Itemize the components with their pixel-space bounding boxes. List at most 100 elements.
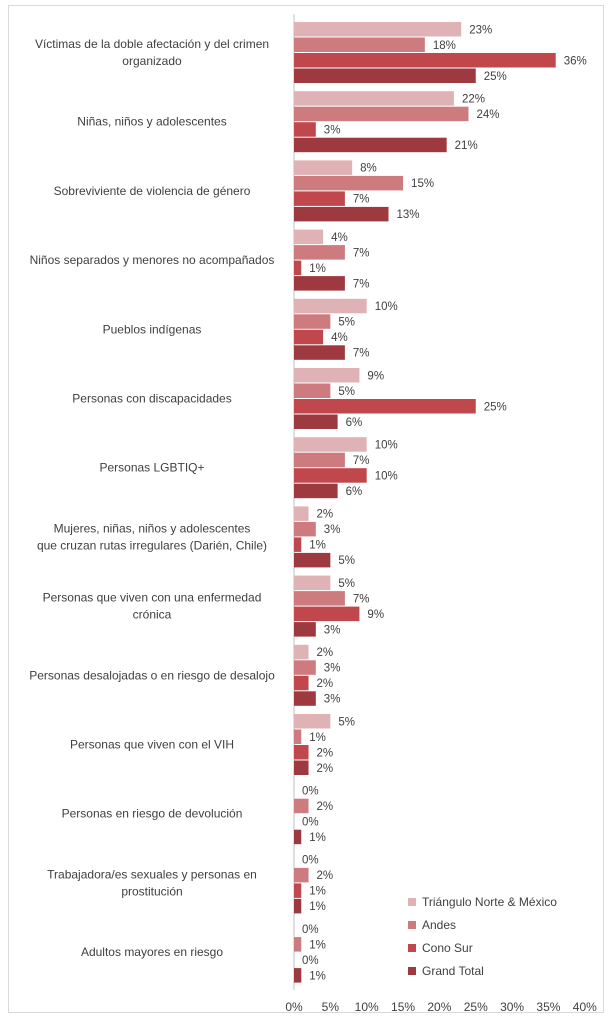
data-label: 5% xyxy=(338,578,355,590)
x-tick-label: 5% xyxy=(322,1000,340,1014)
category-label-line: Personas en riesgo de devolución xyxy=(62,807,243,821)
data-label: 2% xyxy=(317,870,334,882)
category-label: Niñas, niños y adolescentes xyxy=(77,115,226,129)
category-label: Víctimas de la doble afectación y del cr… xyxy=(35,37,269,68)
data-label: 8% xyxy=(360,163,377,175)
data-label: 0% xyxy=(302,955,319,967)
bar xyxy=(294,399,476,414)
category-label-line: Niñas, niños y adolescentes xyxy=(77,115,226,129)
data-label: 25% xyxy=(484,401,507,413)
bar xyxy=(294,521,316,537)
data-label: 10% xyxy=(375,439,398,451)
data-label: 9% xyxy=(367,370,384,382)
data-label: 7% xyxy=(353,348,370,360)
category-label-line: organizado xyxy=(122,54,182,68)
bar xyxy=(294,229,324,245)
bar xyxy=(294,898,302,914)
bar xyxy=(294,276,345,291)
bar xyxy=(294,383,331,398)
data-label: 5% xyxy=(338,555,355,567)
bar xyxy=(294,591,345,606)
bar xyxy=(294,575,331,591)
bar xyxy=(294,68,476,83)
bar xyxy=(294,483,338,499)
legend-label: Andes xyxy=(422,918,456,932)
x-tick-label: 35% xyxy=(536,1000,560,1014)
bar xyxy=(294,206,389,222)
bar xyxy=(294,53,556,68)
x-tick-label: 25% xyxy=(464,1000,488,1014)
bar xyxy=(294,798,309,814)
bar xyxy=(294,122,316,137)
bar xyxy=(294,191,345,206)
bar xyxy=(294,867,309,883)
category-label: Mujeres, niñas, niños y adolescentes que … xyxy=(37,521,267,552)
data-label: 18% xyxy=(433,40,456,52)
bar xyxy=(294,298,367,314)
x-tick-label: 15% xyxy=(391,1000,415,1014)
category-label-line: crónica xyxy=(133,608,172,622)
data-label: 2% xyxy=(317,678,334,690)
category-label-line: prostitución xyxy=(121,884,182,898)
category-label-line: Personas que viven con el VIH xyxy=(70,738,234,752)
data-label: 0% xyxy=(302,816,319,828)
data-label: 3% xyxy=(324,124,341,136)
category-label: Personas desalojadas o en riesgo de desa… xyxy=(29,668,275,682)
data-label: 1% xyxy=(309,886,326,898)
bar xyxy=(294,968,302,983)
category-label-line: Sobreviviente de violencia de género xyxy=(54,184,251,198)
bar xyxy=(294,106,469,122)
data-label: 23% xyxy=(469,24,492,36)
data-label: 5% xyxy=(338,317,355,329)
bar xyxy=(294,506,309,521)
category-label: Adultos mayores en riesgo xyxy=(81,945,223,959)
bar xyxy=(294,660,316,675)
x-tick-label: 10% xyxy=(355,1000,379,1014)
category-label-line: Mujeres, niñas, niños y adolescentes xyxy=(54,521,251,535)
data-label: 1% xyxy=(309,263,326,275)
category-label-line: Trabajadora/es sexuales y personas en xyxy=(47,867,257,881)
x-tick-label: 40% xyxy=(573,1000,597,1014)
bar xyxy=(294,675,309,691)
category-label: Trabajadora/es sexuales y personas en pro… xyxy=(47,867,257,898)
data-label: 25% xyxy=(484,71,507,83)
category-label-line: Niños separados y menores no acompañados xyxy=(30,253,275,267)
bar xyxy=(294,729,302,744)
data-label: 4% xyxy=(331,232,348,244)
data-label: 2% xyxy=(317,509,334,521)
x-tick-label: 20% xyxy=(427,1000,451,1014)
legend-label: Triángulo Norte & México xyxy=(422,895,557,909)
bar xyxy=(294,345,345,360)
bar xyxy=(294,760,309,775)
bar xyxy=(294,91,454,106)
data-label: 1% xyxy=(309,540,326,552)
data-label: 2% xyxy=(317,763,334,775)
bar xyxy=(294,329,324,345)
category-label: Personas que viven con el VIH xyxy=(70,738,234,752)
data-label: 3% xyxy=(324,624,341,636)
bar xyxy=(294,314,331,329)
category-label: Personas con discapacidades xyxy=(72,392,231,406)
x-tick-label: 30% xyxy=(500,1000,524,1014)
data-label: 22% xyxy=(462,93,485,105)
bar xyxy=(294,160,353,175)
category-label: Personas en riesgo de devolución xyxy=(62,807,243,821)
data-label: 10% xyxy=(375,470,398,482)
data-label: 5% xyxy=(338,386,355,398)
bar xyxy=(294,644,309,660)
data-label: 7% xyxy=(353,455,370,467)
data-label: 1% xyxy=(309,939,326,951)
data-label: 9% xyxy=(367,609,384,621)
bar xyxy=(294,368,360,383)
data-label: 15% xyxy=(411,178,434,190)
bar xyxy=(294,22,462,37)
legend-swatch xyxy=(408,898,416,906)
data-label: 2% xyxy=(317,647,334,659)
data-label: 4% xyxy=(331,332,348,344)
legend-swatch xyxy=(408,967,416,975)
category-label: Sobreviviente de violencia de género xyxy=(54,184,251,198)
category-label-line: Personas con discapacidades xyxy=(72,392,231,406)
category-label: Personas LGBTIQ+ xyxy=(99,461,204,475)
legend-label: Cono Sur xyxy=(422,941,473,955)
